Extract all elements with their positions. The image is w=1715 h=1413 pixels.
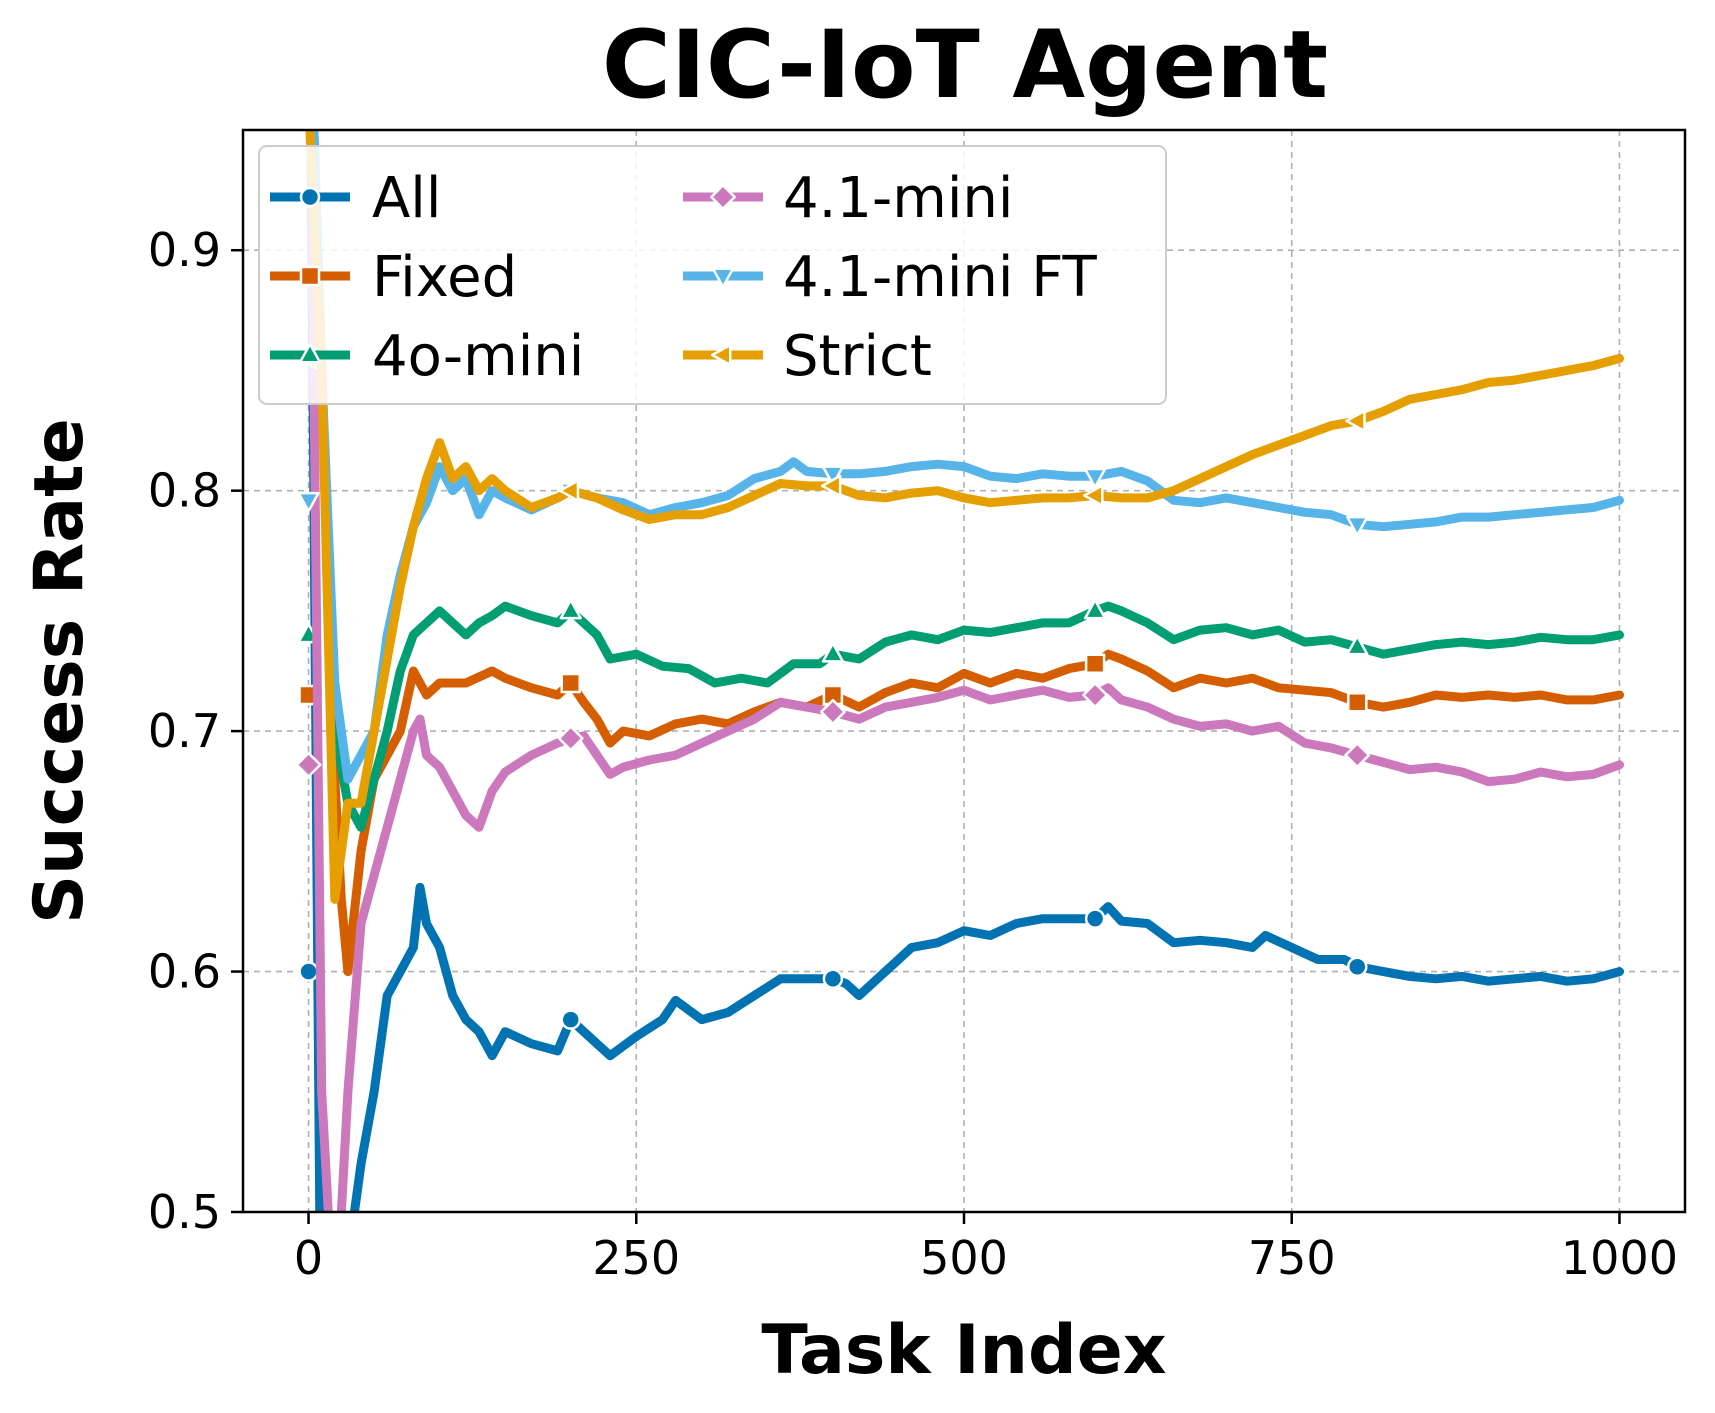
x-tick-label: 0	[294, 1231, 323, 1285]
axis-ticks: 0 250 500 750 1000 0.5 0.6 0.7 0.8 0.9	[148, 223, 1678, 1285]
legend-item-strict: Strict	[683, 324, 932, 389]
legend-item-fixed: Fixed	[270, 245, 517, 310]
series-marker-4o-mini	[1083, 598, 1107, 620]
legend-item-all: All	[270, 166, 441, 231]
legend-swatch-marker	[711, 267, 735, 289]
series-marker-4-1-mini	[1082, 682, 1109, 708]
legend-label: All	[372, 166, 441, 231]
series-marker-fixed	[822, 684, 844, 706]
y-tick-label: 0.7	[148, 704, 221, 758]
y-tick-label: 0.5	[148, 1185, 221, 1239]
legend-swatch-marker	[710, 343, 732, 367]
series-all	[298, 130, 1624, 1212]
legend-swatch-marker	[298, 342, 322, 364]
chart-title: CIC-IoT Agent	[602, 11, 1328, 120]
series-marker-strict	[558, 479, 580, 502]
legend-swatch-marker	[299, 186, 321, 208]
series-marker-4-1-mini-ft	[1083, 467, 1107, 489]
x-tick-label: 500	[920, 1231, 1008, 1285]
x-tick-label: 1000	[1561, 1231, 1678, 1285]
series-marker-all	[1347, 956, 1368, 977]
x-tick-label: 250	[592, 1231, 680, 1285]
series-marker-all	[560, 1009, 581, 1030]
series-marker-strict	[1083, 484, 1104, 507]
x-tick-label: 750	[1248, 1231, 1336, 1285]
y-tick-label: 0.9	[148, 223, 221, 277]
series-marker-fixed	[1347, 692, 1368, 713]
legend-label: 4.1-mini FT	[783, 245, 1097, 310]
legend-item-4o-mini: 4o-mini	[270, 324, 584, 389]
series-marker-all	[298, 961, 319, 982]
series-marker-all	[1084, 908, 1106, 929]
series-4o-mini	[297, 130, 1624, 832]
series-marker-fixed	[1084, 653, 1106, 675]
series-line-strict	[305, 130, 1624, 904]
series-marker-4-1-mini	[819, 698, 846, 725]
legend-label: 4o-mini	[372, 324, 584, 389]
series-4-1-mini	[295, 130, 1624, 1212]
series-marker-4o-mini	[821, 642, 845, 663]
legend-swatch-marker	[299, 265, 321, 287]
y-tick-label: 0.6	[148, 945, 221, 999]
series-marker-strict	[820, 474, 842, 498]
series-marker-fixed	[560, 672, 581, 694]
series-marker-4-1-mini-ft	[821, 465, 845, 486]
series-marker-strict	[1345, 409, 1366, 433]
series-marker-4-1-mini-ft	[1346, 515, 1369, 537]
legend-item-4-1-mini: 4.1-mini	[683, 166, 1013, 231]
series-marker-4-1-mini-ft	[297, 491, 320, 513]
series-marker-4-1-mini	[295, 751, 322, 778]
plot-area	[295, 130, 1624, 1212]
series-marker-all	[822, 968, 844, 990]
series-4-1-mini-ft	[297, 130, 1624, 784]
y-axis-label: Success Rate	[20, 418, 99, 924]
legend-label: Strict	[783, 324, 932, 389]
legend-label: 4.1-mini	[783, 166, 1013, 231]
x-axis-label: Task Index	[761, 1311, 1166, 1390]
series-marker-4o-mini	[559, 598, 582, 620]
legend-swatch-marker	[710, 184, 736, 210]
series-marker-4o-mini	[1346, 634, 1369, 656]
legend: All Fixed 4o-mini 4.1-mini 4.1-mini FT Strict	[258, 145, 1167, 405]
legend-label: Fixed	[372, 245, 517, 310]
series-marker-4-1-mini	[1344, 742, 1371, 769]
y-tick-label: 0.8	[148, 464, 221, 518]
series-marker-4-1-mini	[557, 725, 584, 752]
legend-item-4-1-mini-ft: 4.1-mini FT	[683, 245, 1097, 310]
